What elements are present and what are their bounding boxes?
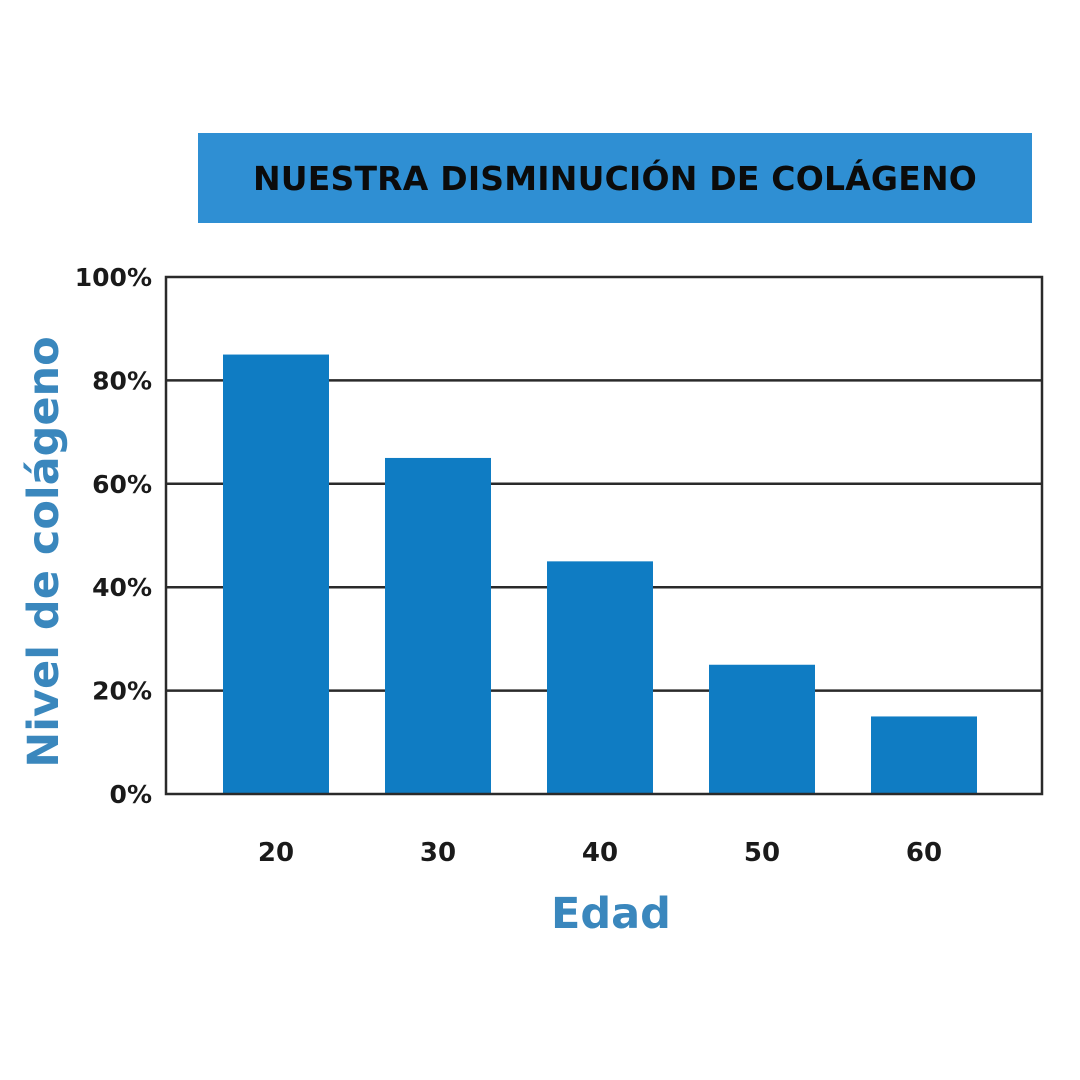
x-tick-label: 20 — [258, 838, 294, 868]
bars — [223, 354, 977, 794]
x-tick-label: 30 — [420, 838, 456, 868]
y-tick-label: 60% — [92, 470, 152, 499]
y-tick-label: 100% — [75, 263, 152, 292]
x-tick-label: 60 — [906, 838, 942, 868]
plot-frame — [164, 275, 1044, 796]
x-tick-labels: 20 30 40 50 60 — [258, 838, 942, 868]
y-tick-label: 40% — [92, 573, 152, 602]
y-tick-label: 80% — [92, 366, 152, 395]
bar-40 — [547, 561, 653, 794]
chart-title: NUESTRA DISMINUCIÓN DE COLÁGENO — [252, 158, 978, 198]
bar-50 — [709, 664, 815, 794]
bar-30 — [385, 457, 491, 794]
x-tick-label: 40 — [582, 838, 618, 868]
x-axis-label: Edad — [551, 889, 671, 939]
y-tick-labels: 0% 20% 40% 60% 80% 100% — [75, 263, 152, 809]
bar-60 — [871, 716, 977, 794]
bar-20 — [223, 354, 329, 794]
chart-title-banner: NUESTRA DISMINUCIÓN DE COLÁGENO — [198, 133, 1032, 223]
y-tick-label: 20% — [92, 677, 152, 706]
x-tick-label: 50 — [744, 838, 780, 868]
y-axis-label: Nivel de colágeno — [19, 336, 69, 767]
y-tick-label: 0% — [110, 780, 152, 809]
